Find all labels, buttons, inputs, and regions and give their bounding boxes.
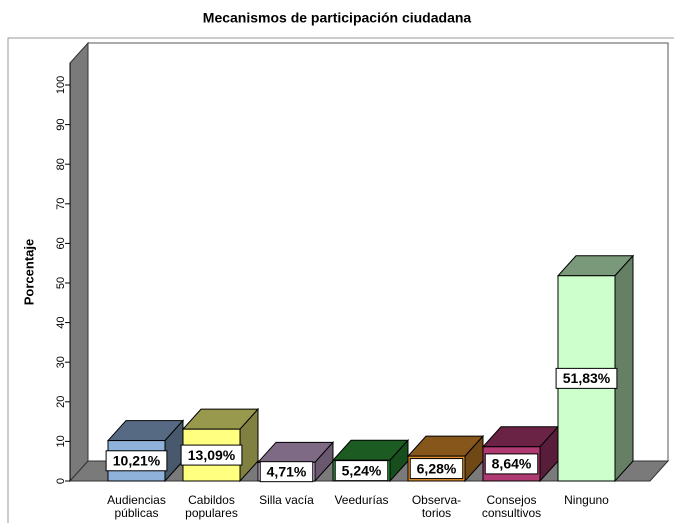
frame: [7, 37, 674, 523]
y-tick-label: 80: [55, 158, 67, 170]
y-tick-label: 90: [55, 118, 67, 130]
left-wall: [69, 41, 89, 483]
value-label-box: [484, 453, 539, 475]
value-label: 5,24%: [342, 462, 382, 478]
y-axis-label: Porcentaje: [21, 239, 36, 305]
value-label-box: [180, 444, 243, 466]
y-tick-label: 10: [55, 435, 67, 447]
y-tick-label: 30: [55, 356, 67, 368]
x-tick-label: Ninguno: [564, 493, 609, 507]
x-tick-label: Veedurías: [334, 493, 388, 507]
x-tick-label: Cabildos: [188, 493, 235, 507]
value-label: 8,64%: [492, 456, 532, 472]
x-tick-label: Silla vacía: [259, 493, 314, 507]
y-tick-label: 70: [55, 198, 67, 210]
y-tick-label: 50: [55, 277, 67, 289]
value-label: 10,21%: [113, 452, 161, 468]
y-tick-label: 40: [55, 316, 67, 328]
value-label-box: [334, 460, 389, 482]
value-label: 51,83%: [563, 370, 611, 386]
value-label: 4,71%: [267, 463, 307, 479]
value-label-box: [555, 367, 618, 389]
x-tick-label: Audiencias: [107, 493, 166, 507]
y-tick-label: 100: [55, 76, 67, 94]
x-tick-label: torios: [422, 506, 451, 520]
y-tick-label: 60: [55, 237, 67, 249]
x-tick-label: Observa-: [412, 493, 461, 507]
x-tick-label: públicas: [114, 506, 158, 520]
value-label-box: [409, 458, 464, 480]
value-label-box: [105, 450, 168, 472]
x-tick-label: consultivos: [482, 506, 541, 520]
chart-title: Mecanismos de participación ciudadana: [203, 10, 472, 26]
x-tick-label: populares: [185, 506, 238, 520]
y-tick-label: 20: [55, 396, 67, 408]
value-label-box: [259, 461, 314, 483]
y-tick-label: 0: [55, 478, 67, 484]
value-label: 13,09%: [188, 447, 236, 463]
x-tick-label: Consejos: [486, 493, 536, 507]
bar-side: [614, 254, 634, 483]
value-label: 6,28%: [417, 460, 457, 476]
